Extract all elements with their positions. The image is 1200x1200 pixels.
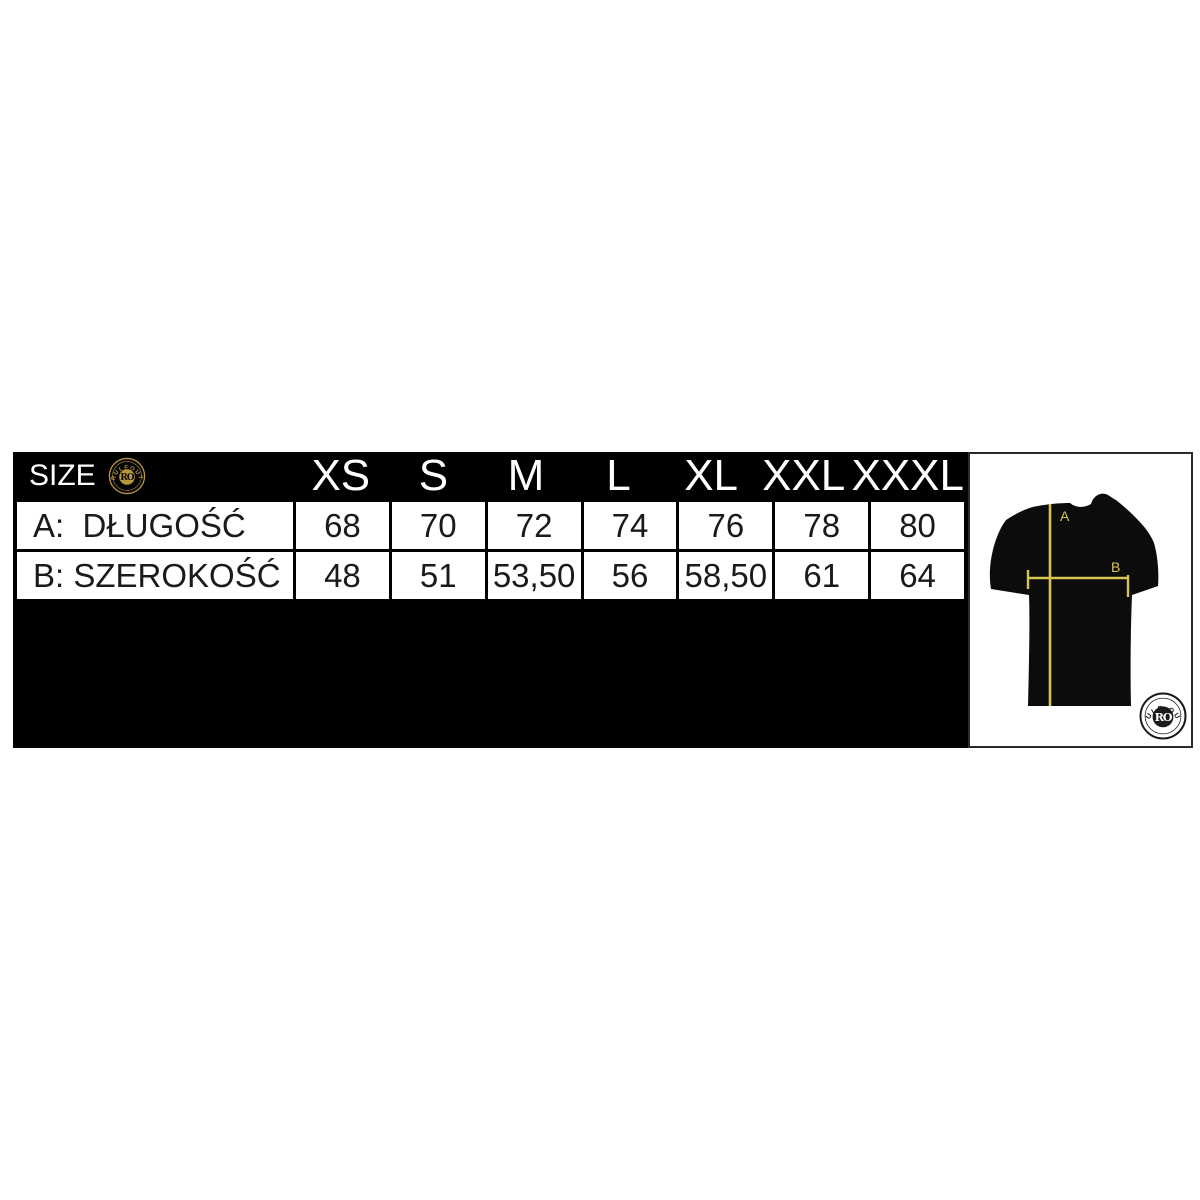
badge-monogram: RO (120, 473, 135, 483)
table-cell: 78 (775, 502, 869, 549)
size-guide-illustration: A B RULE OUT · · · · · · · · · RO (968, 452, 1193, 748)
table-cell: 61 (775, 552, 869, 599)
table-cell: 48 (296, 552, 389, 599)
col-header-l: L (606, 451, 631, 500)
tshirt-icon: A B (989, 493, 1159, 706)
ruleout-badge-icon: RULEOUT RO (108, 457, 145, 495)
table-cell: 64 (871, 552, 964, 599)
table-cell: 53,50 (487, 552, 581, 599)
table-row-width: B: SZEROKOŚĆ 48 51 53,50 56 58,50 61 64 (13, 552, 968, 599)
size-table-header: SIZE RULEOUT RO XS (13, 452, 968, 500)
col-header-xs: XS (311, 451, 371, 500)
table-cell: 56 (583, 552, 677, 599)
table-row-length: A: DŁUGOŚĆ 68 70 72 74 76 78 80 (13, 502, 968, 549)
table-cell: 58,50 (679, 552, 773, 599)
size-table: SIZE RULEOUT RO XS (13, 452, 968, 748)
col-header-xl: XL (684, 451, 739, 500)
col-header-s: S (418, 451, 449, 500)
row-label-length: A: DŁUGOŚĆ (17, 502, 293, 549)
table-cell: 72 (487, 502, 581, 549)
table-cell: 70 (391, 502, 485, 549)
table-cell: 68 (296, 502, 389, 549)
size-header-cell: SIZE RULEOUT RO (17, 452, 293, 500)
label-b: B (1111, 559, 1120, 575)
row-label-width: B: SZEROKOŚĆ (17, 552, 293, 599)
ruleout-stamp-icon: RULE OUT · · · · · · · · · RO (1138, 691, 1187, 740)
col-header-m: M (507, 451, 545, 500)
col-header-xxl: XXL (762, 451, 846, 500)
table-cell: 76 (679, 502, 773, 549)
size-label: SIZE (29, 459, 96, 492)
col-header-xxxl: XXXL (851, 451, 964, 500)
tshirt-silhouette (989, 493, 1159, 706)
table-cell: 74 (583, 502, 677, 549)
label-a: A (1060, 508, 1070, 524)
table-cell: 80 (871, 502, 964, 549)
table-cell: 51 (391, 552, 485, 599)
stamp-monogram: RO (1155, 710, 1173, 724)
